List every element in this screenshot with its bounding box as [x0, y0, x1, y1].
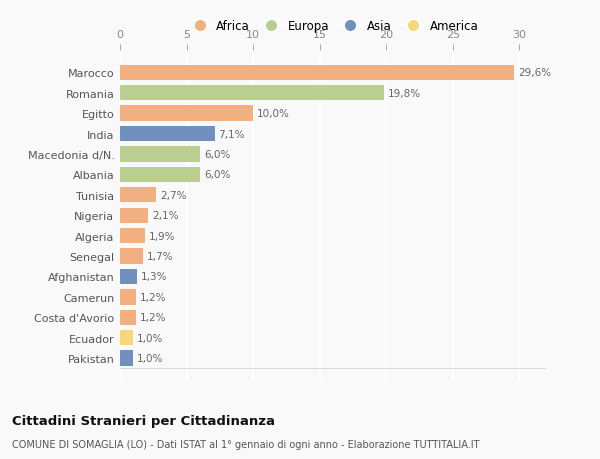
Legend: Africa, Europa, Asia, America: Africa, Europa, Asia, America: [184, 17, 482, 37]
Text: 29,6%: 29,6%: [518, 68, 551, 78]
Text: 1,2%: 1,2%: [140, 313, 166, 323]
Text: 1,0%: 1,0%: [137, 353, 164, 364]
Text: 2,7%: 2,7%: [160, 190, 187, 200]
Text: 10,0%: 10,0%: [257, 109, 290, 119]
Text: 1,3%: 1,3%: [142, 272, 168, 282]
Text: Cittadini Stranieri per Cittadinanza: Cittadini Stranieri per Cittadinanza: [12, 414, 275, 428]
Text: 6,0%: 6,0%: [204, 170, 230, 180]
Bar: [120, 330, 133, 346]
Bar: [120, 208, 148, 224]
Bar: [120, 66, 514, 81]
Text: COMUNE DI SOMAGLIA (LO) - Dati ISTAT al 1° gennaio di ogni anno - Elaborazione T: COMUNE DI SOMAGLIA (LO) - Dati ISTAT al …: [12, 440, 479, 449]
Bar: [120, 86, 383, 101]
Bar: [120, 351, 133, 366]
Bar: [120, 269, 137, 285]
Bar: [120, 147, 200, 162]
Bar: [120, 106, 253, 122]
Bar: [120, 310, 136, 325]
Text: 1,9%: 1,9%: [149, 231, 176, 241]
Bar: [120, 290, 136, 305]
Text: 1,0%: 1,0%: [137, 333, 164, 343]
Text: 2,1%: 2,1%: [152, 211, 178, 221]
Text: 6,0%: 6,0%: [204, 150, 230, 160]
Bar: [120, 188, 156, 203]
Text: 19,8%: 19,8%: [388, 89, 421, 99]
Bar: [120, 229, 145, 244]
Bar: [120, 249, 143, 264]
Bar: [120, 168, 200, 183]
Text: 1,7%: 1,7%: [146, 252, 173, 262]
Bar: [120, 127, 215, 142]
Text: 1,2%: 1,2%: [140, 292, 166, 302]
Text: 7,1%: 7,1%: [218, 129, 245, 139]
